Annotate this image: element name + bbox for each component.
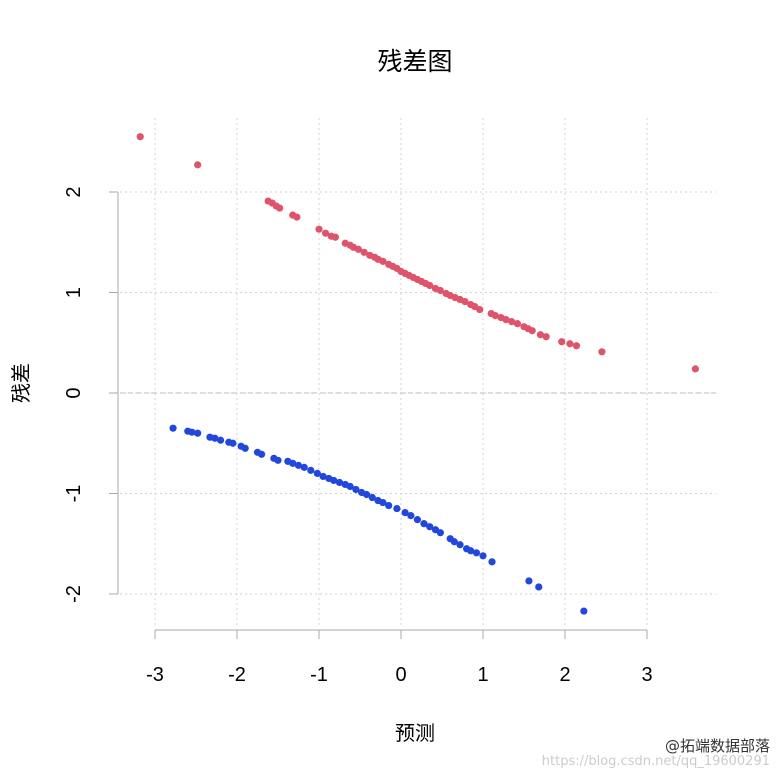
data-point-series-2 bbox=[229, 439, 237, 447]
data-point-series-1 bbox=[542, 333, 550, 341]
data-point-series-1 bbox=[276, 204, 284, 212]
data-point-series-2 bbox=[467, 547, 475, 555]
data-point-series-1 bbox=[360, 248, 368, 256]
data-point-series-2 bbox=[368, 493, 376, 502]
data-point-series-2 bbox=[407, 512, 415, 520]
x-tick-label: -2 bbox=[228, 664, 246, 686]
data-point-series-2 bbox=[241, 444, 249, 452]
data-point-series-2 bbox=[525, 577, 533, 585]
data-point-series-2 bbox=[300, 463, 308, 471]
data-point-series-1 bbox=[293, 213, 301, 221]
data-points bbox=[136, 133, 699, 615]
data-point-series-1 bbox=[691, 365, 699, 373]
data-point-series-2 bbox=[307, 466, 315, 474]
data-point-series-1 bbox=[315, 225, 323, 233]
data-point-series-1 bbox=[194, 161, 202, 169]
data-point-series-1 bbox=[558, 338, 566, 346]
axes: -3 -2 -1 0 1 2 3 -2 -1 0 1 2 bbox=[63, 186, 653, 686]
data-point-series-1 bbox=[508, 318, 516, 326]
x-tick-label: -1 bbox=[310, 664, 328, 686]
data-point-series-2 bbox=[313, 469, 321, 477]
data-point-series-1 bbox=[331, 233, 339, 241]
data-point-series-1 bbox=[461, 297, 469, 306]
data-point-series-2 bbox=[413, 516, 421, 524]
y-tick-label: 1 bbox=[63, 287, 85, 298]
data-point-series-2 bbox=[479, 552, 487, 560]
data-point-series-2 bbox=[211, 434, 219, 442]
data-point-series-2 bbox=[472, 549, 481, 557]
data-point-series-2 bbox=[289, 459, 297, 467]
data-point-series-1 bbox=[572, 342, 581, 350]
data-point-series-1 bbox=[321, 229, 330, 237]
data-point-series-1 bbox=[598, 348, 606, 356]
data-point-series-2 bbox=[488, 558, 496, 566]
x-tick-label: 3 bbox=[641, 664, 652, 686]
data-point-series-2 bbox=[319, 472, 327, 481]
x-axis-label: 预测 bbox=[395, 721, 435, 745]
x-tick-label: 2 bbox=[559, 664, 570, 686]
data-point-series-2 bbox=[346, 482, 354, 491]
x-tick-label: 0 bbox=[395, 664, 406, 686]
data-point-series-1 bbox=[379, 257, 387, 265]
data-point-series-1 bbox=[436, 286, 444, 295]
watermark-url: https://blog.csdn.net/qq_19600291 bbox=[541, 754, 770, 769]
data-point-series-1 bbox=[354, 245, 362, 253]
data-point-series-2 bbox=[335, 478, 344, 487]
data-point-series-1 bbox=[513, 320, 522, 328]
x-tick-label: 1 bbox=[477, 664, 488, 686]
data-point-series-2 bbox=[456, 541, 464, 549]
data-point-series-1 bbox=[502, 316, 510, 324]
data-point-series-2 bbox=[393, 504, 401, 513]
y-axis-label: 残差 bbox=[9, 363, 33, 403]
y-tick-label: -1 bbox=[63, 485, 85, 503]
data-point-series-1 bbox=[476, 305, 484, 314]
data-point-series-2 bbox=[258, 450, 266, 458]
data-point-series-1 bbox=[536, 331, 545, 339]
data-point-series-2 bbox=[385, 501, 393, 510]
data-point-series-1 bbox=[136, 133, 144, 141]
data-point-series-2 bbox=[169, 424, 177, 432]
chart-title: 残差图 bbox=[377, 47, 452, 76]
data-point-series-2 bbox=[362, 490, 371, 499]
data-point-series-1 bbox=[491, 312, 499, 320]
data-point-series-1 bbox=[566, 340, 574, 348]
data-point-series-2 bbox=[420, 520, 428, 528]
watermark-brand: @拓端数据部落 bbox=[664, 737, 770, 755]
data-point-series-2 bbox=[194, 429, 202, 437]
data-point-series-2 bbox=[379, 498, 387, 507]
y-tick-label: 2 bbox=[63, 186, 85, 197]
data-point-series-2 bbox=[580, 607, 588, 615]
x-tick-label: -3 bbox=[146, 664, 164, 686]
data-point-series-2 bbox=[450, 538, 458, 546]
data-point-series-1 bbox=[426, 281, 434, 290]
data-point-series-1 bbox=[528, 327, 536, 335]
data-point-series-2 bbox=[274, 456, 282, 464]
data-point-series-2 bbox=[352, 485, 360, 494]
data-point-series-2 bbox=[217, 436, 225, 444]
data-point-series-2 bbox=[330, 476, 338, 485]
data-point-series-2 bbox=[401, 508, 409, 517]
data-point-series-2 bbox=[535, 583, 543, 591]
data-point-series-2 bbox=[436, 529, 444, 537]
grid bbox=[120, 118, 716, 628]
y-tick-label: -2 bbox=[63, 585, 85, 603]
data-point-series-2 bbox=[188, 428, 196, 436]
data-point-series-2 bbox=[294, 461, 303, 469]
data-point-series-2 bbox=[426, 523, 434, 531]
y-tick-label: 0 bbox=[63, 387, 85, 398]
